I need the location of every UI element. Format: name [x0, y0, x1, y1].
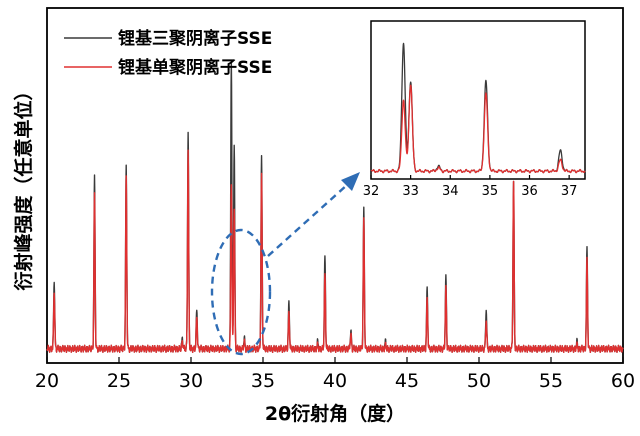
zoom-region-ellipse	[210, 228, 272, 356]
main-series-group	[46, 59, 624, 354]
main-x-tick-label: 25	[107, 370, 131, 392]
inset-x-tick-label: 35	[482, 184, 499, 199]
main-x-tick-label: 45	[395, 370, 419, 392]
inset-series-1-line	[370, 84, 586, 174]
x-axis-title: 2θ衍射角（度）	[265, 402, 405, 425]
main-x-tick-label: 30	[179, 370, 203, 392]
inset-x-ticks: 32 33 34 35 36 37	[363, 175, 578, 199]
inset-x-tick-label: 37	[561, 184, 578, 199]
inset-x-tick-label: 36	[521, 184, 538, 199]
main-x-tick-label: 60	[611, 370, 635, 392]
inset-series-group	[370, 42, 586, 174]
inset-x-tick-label: 33	[402, 184, 419, 199]
main-x-tick-label: 55	[539, 370, 563, 392]
zoom-arrow-head-icon	[341, 172, 360, 191]
legend-label-series-1: 锂基单聚阴离子SSE	[118, 57, 272, 78]
main-series-1-line	[46, 149, 624, 354]
y-axis-title: 衍射峰强度（任意单位）	[12, 81, 35, 291]
inset-x-tick-label: 34	[442, 184, 459, 199]
inset-plot-frame	[370, 20, 586, 180]
main-x-tick-label: 35	[251, 370, 275, 392]
main-x-tick-label: 20	[35, 370, 59, 392]
main-x-tick-label: 40	[323, 370, 347, 392]
main-x-tick-label: 50	[467, 370, 491, 392]
legend-label-series-0: 锂基三聚阴离子SSE	[118, 28, 272, 49]
inset-x-tick-label: 32	[363, 184, 380, 199]
main-x-ticks: 20 25 30 35 40 45 50 55 60	[35, 357, 635, 392]
inset-background	[370, 20, 586, 180]
zoom-arrow-line	[267, 184, 348, 257]
legend: 锂基三聚阴离子SSE 锂基单聚阴离子SSE	[64, 28, 272, 78]
